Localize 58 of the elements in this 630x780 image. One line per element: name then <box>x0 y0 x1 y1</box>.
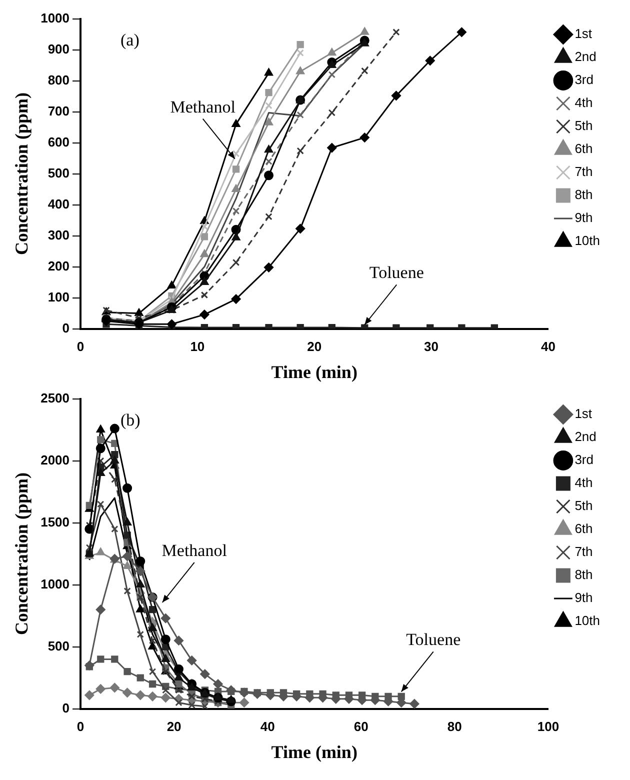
x-axis-title: Time (min) <box>271 362 358 382</box>
annotation: (b) <box>120 410 140 430</box>
legend-label: 2nd <box>574 429 596 444</box>
x-tick-label: 80 <box>447 719 462 734</box>
legend-label: 5th <box>574 498 593 514</box>
legend-label: 9th <box>574 210 593 226</box>
legend-label: 7th <box>574 544 593 560</box>
x-tick-label: 0 <box>76 719 84 734</box>
annotation: (a) <box>120 30 140 50</box>
x-axis-title: Time (min) <box>271 742 358 762</box>
legend-label: 4th <box>574 475 593 490</box>
y-tick-label: 600 <box>48 134 70 150</box>
legend-label: 9th <box>574 590 593 606</box>
y-tick-label: 0 <box>62 320 70 336</box>
y-axis-title: Concentration (ppm) <box>11 472 32 636</box>
y-tick-label: 0 <box>62 700 70 716</box>
annotation: Toluene <box>369 263 424 282</box>
y-tick-label: 200 <box>48 258 70 274</box>
legend-label: 8th <box>574 187 593 202</box>
x-tick-label: 60 <box>354 719 368 734</box>
x-tick-label: 0 <box>76 339 84 354</box>
y-axis-title: Concentration (ppm) <box>11 92 32 256</box>
annotation: Methanol <box>162 540 228 560</box>
y-tick-label: 900 <box>48 41 70 56</box>
y-tick-label: 1000 <box>40 10 70 26</box>
x-tick-label: 10 <box>190 339 205 354</box>
legend-label: 2nd <box>574 49 596 64</box>
legend-label: 6th <box>574 141 593 156</box>
x-tick-label: 100 <box>537 719 560 734</box>
y-tick-label: 300 <box>48 227 70 242</box>
y-tick-label: 500 <box>48 165 70 180</box>
legend-label: 4th <box>574 95 593 110</box>
x-tick-label: 20 <box>166 719 182 734</box>
y-tick-label: 1000 <box>40 576 70 592</box>
legend-label: 3rd <box>574 72 594 88</box>
legend-label: 5th <box>574 118 593 134</box>
x-tick-label: 30 <box>424 339 439 354</box>
x-tick-label: 20 <box>307 339 322 354</box>
y-tick-label: 2000 <box>40 452 70 468</box>
y-tick-label: 700 <box>48 103 70 118</box>
y-tick-label: 100 <box>48 289 70 304</box>
legend-label: 1st <box>574 26 592 42</box>
y-tick-label: 1500 <box>40 514 70 530</box>
annotation: Methanol <box>170 97 236 116</box>
legend-label: 1st <box>574 406 592 422</box>
legend-label: 7th <box>574 164 593 180</box>
x-tick-label: 40 <box>540 339 556 354</box>
legend-label: 6th <box>574 521 593 536</box>
y-tick-label: 800 <box>48 72 70 88</box>
y-tick-label: 500 <box>48 638 70 654</box>
y-tick-label: 400 <box>48 196 70 212</box>
legend-label: 8th <box>574 567 593 582</box>
legend-label: 10th <box>574 233 600 248</box>
y-tick-label: 2500 <box>40 390 70 406</box>
legend-label: 3rd <box>574 452 594 468</box>
x-tick-label: 40 <box>260 719 275 734</box>
annotation: Toluene <box>406 630 461 650</box>
legend-label: 10th <box>574 613 600 628</box>
